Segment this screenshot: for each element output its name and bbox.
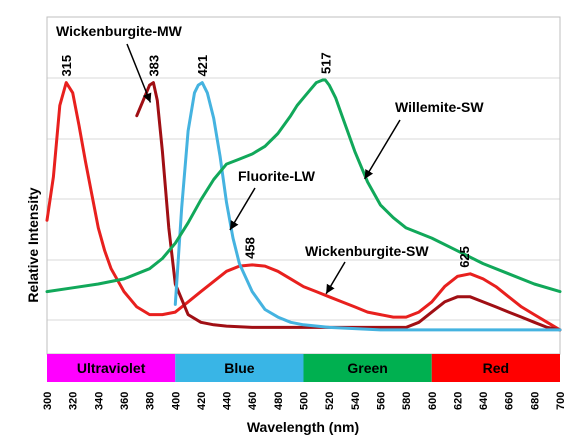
callout-label: Fluorite-LW	[238, 168, 316, 184]
x-tick-label: 480	[273, 392, 285, 410]
callouts: Wickenburgite-MW Willemite-SW Fluorite-LW W…	[56, 23, 484, 295]
gridlines	[47, 77, 560, 321]
callout-label: Willemite-SW	[395, 99, 484, 115]
x-tick-label: 560	[375, 392, 387, 410]
band-red	[431, 354, 560, 382]
x-tick-label: 660	[504, 392, 516, 410]
band-ultraviolet	[47, 354, 176, 382]
callout-arrow	[363, 119, 401, 180]
x-tick-label: 520	[324, 392, 336, 410]
series-willemite-sw	[45, 78, 562, 294]
x-tick-label: 460	[247, 392, 259, 410]
series-layer	[45, 78, 562, 332]
x-tick-label: 320	[68, 392, 80, 410]
x-tick-label: 680	[529, 392, 541, 410]
color-bands: Ultraviolet Blue Green Red	[47, 354, 560, 382]
x-tick-label: 700	[555, 392, 567, 410]
x-tick-label: 360	[119, 392, 131, 410]
series-fluorite-lw	[173, 81, 562, 332]
x-tick-labels: 300 320 340 360 380 400 420 440 460 480 500 520 540 5…	[42, 392, 567, 410]
peak-label-315: 315	[59, 55, 74, 77]
peak-labels: 315 383 421 517 458 625	[59, 52, 472, 268]
x-tick-label: 640	[478, 392, 490, 410]
band-label: Green	[347, 360, 387, 376]
x-tick-label: 440	[222, 392, 234, 410]
x-tick-label: 580	[401, 392, 413, 410]
band-green	[303, 354, 432, 382]
peak-label-517: 517	[318, 52, 333, 74]
band-label: Red	[483, 360, 509, 376]
x-tick-label: 540	[350, 392, 362, 410]
x-tick-label: 620	[452, 392, 464, 410]
x-tick-label: 380	[145, 392, 157, 410]
callout-label: Wickenburgite-SW	[305, 243, 429, 259]
x-tick-label: 340	[93, 392, 105, 410]
callout-arrow	[126, 43, 152, 103]
y-axis-label: Relative Intensity	[25, 187, 41, 302]
peak-label-625: 625	[457, 246, 472, 268]
band-label: Blue	[224, 360, 255, 376]
callout-label: Wickenburgite-MW	[56, 23, 183, 39]
peak-label-383: 383	[146, 55, 161, 77]
x-tick-label: 600	[427, 392, 439, 410]
peak-label-458: 458	[243, 237, 258, 259]
x-tick-label: 300	[42, 392, 54, 410]
callout-arrow	[229, 187, 256, 231]
band-blue	[175, 354, 304, 382]
callout-arrow	[325, 261, 346, 295]
series-wickenburgite-sw	[45, 81, 562, 332]
peak-label-421: 421	[195, 55, 210, 77]
x-tick-label: 420	[196, 392, 208, 410]
x-tick-label: 400	[170, 392, 182, 410]
band-label: Ultraviolet	[77, 360, 146, 376]
x-axis-label: Wavelength (nm)	[247, 419, 359, 435]
x-tick-label: 500	[299, 392, 311, 410]
